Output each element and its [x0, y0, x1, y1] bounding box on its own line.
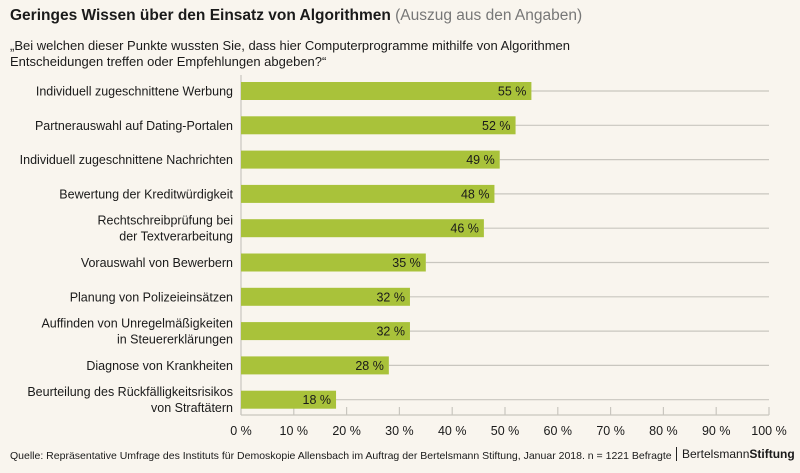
category-label: Planung von Polizeieinsätzen	[70, 290, 233, 304]
x-tick-label: 30 %	[385, 424, 414, 438]
category-label: Diagnose von Krankheiten	[86, 359, 233, 373]
bar-value-label: 55 %	[498, 85, 527, 99]
bar-value-label: 28 %	[355, 359, 384, 373]
x-tick-label: 80 %	[649, 424, 678, 438]
bar-value-label: 46 %	[450, 222, 479, 236]
title-main: Geringes Wissen über den Einsatz von Alg…	[10, 7, 391, 24]
bar	[241, 390, 337, 409]
x-tick-label: 0 %	[230, 424, 252, 438]
bar	[241, 322, 410, 341]
bar-value-label: 49 %	[466, 153, 495, 167]
bar-value-label: 52 %	[482, 119, 511, 133]
logo-part1: Bertelsmann	[682, 447, 750, 461]
bar-value-label: 32 %	[376, 325, 405, 339]
logo-part2: Stiftung	[749, 447, 795, 461]
bar	[241, 253, 426, 272]
bar	[241, 219, 484, 238]
category-label: Beurteilung des Rückfälligkeitsrisikos vo…	[27, 385, 233, 415]
category-label: Individuell zugeschnittene Werbung	[36, 85, 233, 99]
x-tick-label: 100 %	[751, 424, 786, 438]
category-label: Partnerauswahl auf Dating-Portalen	[35, 119, 233, 133]
bar-value-label: 32 %	[376, 290, 405, 304]
category-label: Individuell zugeschnittene Nachrichten	[20, 153, 233, 167]
category-label: Bewertung der Kreditwürdigkeit	[59, 187, 233, 201]
category-label: Vorauswahl von Bewerbern	[81, 256, 233, 270]
bar	[241, 287, 410, 306]
title-suffix: (Auszug aus den Angaben)	[395, 7, 583, 24]
x-tick-label: 70 %	[596, 424, 625, 438]
x-tick-label: 10 %	[280, 424, 309, 438]
bar-value-label: 35 %	[392, 256, 421, 270]
category-label: Auffinden von Unregelmäßigkeiten in Steue…	[41, 317, 233, 347]
x-tick-label: 40 %	[438, 424, 467, 438]
bar	[241, 184, 495, 203]
chart-subtitle: „Bei welchen dieser Punkte wussten Sie, …	[10, 38, 570, 69]
x-tick-label: 50 %	[491, 424, 520, 438]
chart-title: Geringes Wissen über den Einsatz von Alg…	[10, 7, 582, 25]
x-tick-label: 60 %	[544, 424, 573, 438]
source-note: Quelle: Repräsentative Umfrage des Insti…	[10, 450, 672, 462]
bar-value-label: 48 %	[461, 187, 490, 201]
x-tick-label: 90 %	[702, 424, 731, 438]
bar	[241, 116, 516, 135]
bertelsmann-logo: BertelsmannStiftung	[676, 447, 795, 461]
bar	[241, 356, 389, 375]
bar	[241, 150, 500, 169]
bar-value-label: 18 %	[303, 393, 332, 407]
x-tick-label: 20 %	[332, 424, 361, 438]
bar	[241, 82, 532, 100]
category-label: Rechtschreibprüfung bei der Textverarbeit…	[98, 214, 234, 244]
